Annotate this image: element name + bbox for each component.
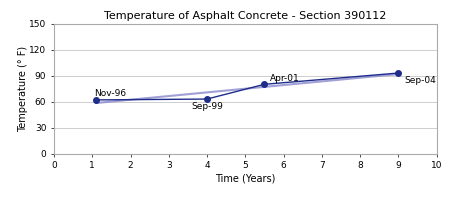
Text: Apr-01: Apr-01 [270,74,300,83]
X-axis label: Time (Years): Time (Years) [215,173,275,183]
Text: Sep-04: Sep-04 [404,76,436,85]
Text: Nov-96: Nov-96 [94,89,126,98]
Text: Sep-99: Sep-99 [192,102,224,111]
Title: Temperature of Asphalt Concrete - Section 390112: Temperature of Asphalt Concrete - Sectio… [104,11,387,21]
Y-axis label: Temperature (° F): Temperature (° F) [18,46,28,132]
